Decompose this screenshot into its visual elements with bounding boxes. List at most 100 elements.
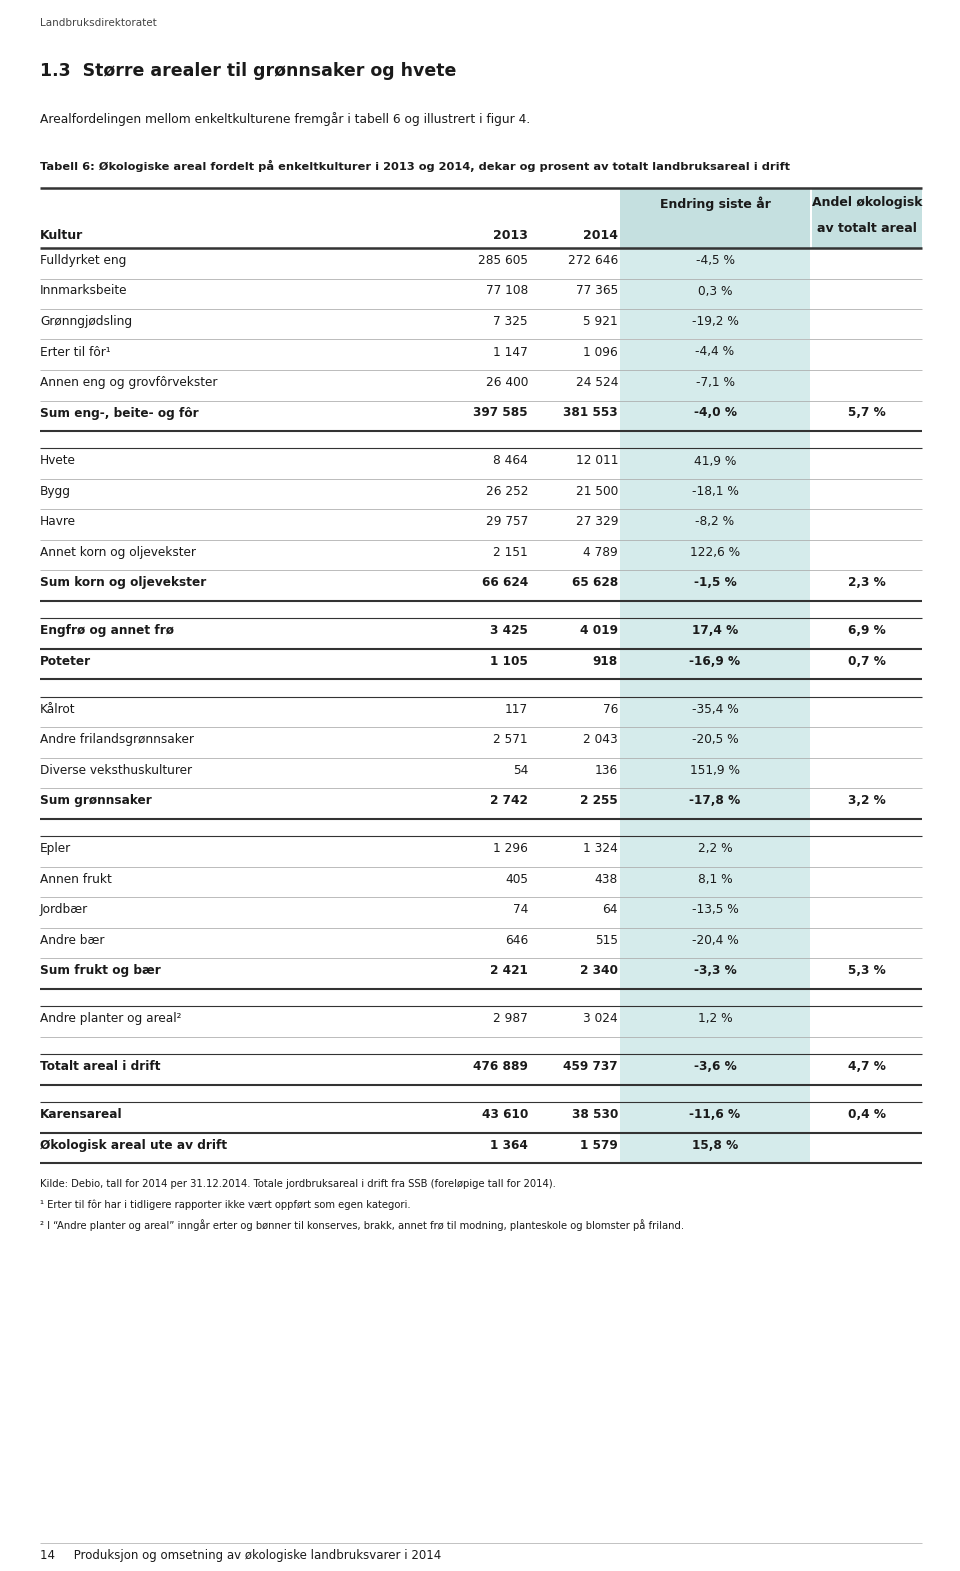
Text: -4,0 %: -4,0 %	[693, 407, 736, 419]
Text: 8,1 %: 8,1 %	[698, 873, 732, 886]
Text: Økologisk areal ute av drift: Økologisk areal ute av drift	[40, 1139, 228, 1152]
Bar	[620, 897, 810, 928]
Text: Poteter: Poteter	[40, 655, 91, 668]
Text: -3,6 %: -3,6 %	[694, 1060, 736, 1073]
Text: ² I “Andre planter og areal” inngår erter og bønner til konserves, brakk, annet : ² I “Andre planter og areal” inngår erte…	[40, 1219, 684, 1232]
Bar	[620, 189, 810, 248]
Text: -4,4 %: -4,4 %	[695, 346, 734, 358]
Text: -3,3 %: -3,3 %	[694, 965, 736, 977]
Bar	[620, 990, 810, 1007]
Text: 1 105: 1 105	[491, 655, 528, 668]
Text: Endring siste år: Endring siste år	[660, 196, 771, 211]
Text: 476 889: 476 889	[473, 1060, 528, 1073]
Text: 77 365: 77 365	[576, 284, 618, 297]
Text: -35,4 %: -35,4 %	[691, 702, 738, 716]
Text: 2 421: 2 421	[491, 965, 528, 977]
Bar	[620, 1133, 810, 1164]
Text: 515: 515	[595, 935, 618, 947]
Text: -20,4 %: -20,4 %	[691, 935, 738, 947]
Text: 74: 74	[513, 903, 528, 916]
Text: 38 530: 38 530	[571, 1109, 618, 1122]
Text: 76: 76	[603, 702, 618, 716]
Text: 26 400: 26 400	[486, 375, 528, 390]
Text: 2 340: 2 340	[580, 965, 618, 977]
Text: Fulldyrket eng: Fulldyrket eng	[40, 255, 127, 267]
Text: -13,5 %: -13,5 %	[691, 903, 738, 916]
Text: 646: 646	[505, 935, 528, 947]
Text: 0,3 %: 0,3 %	[698, 284, 732, 297]
Text: Innmarksbeite: Innmarksbeite	[40, 284, 128, 297]
Text: Andre planter og areal²: Andre planter og areal²	[40, 1012, 181, 1026]
Text: Epler: Epler	[40, 842, 71, 856]
Text: -18,1 %: -18,1 %	[691, 485, 738, 498]
Bar	[620, 371, 810, 401]
Text: Totalt areal i drift: Totalt areal i drift	[40, 1060, 160, 1073]
Bar	[620, 1007, 810, 1037]
Text: 3 024: 3 024	[584, 1012, 618, 1026]
Text: 54: 54	[513, 764, 528, 778]
Text: 8 464: 8 464	[493, 454, 528, 468]
Text: 2 987: 2 987	[493, 1012, 528, 1026]
Text: Kultur: Kultur	[40, 229, 84, 242]
Text: 65 628: 65 628	[572, 577, 618, 589]
Bar	[620, 1086, 810, 1103]
Bar	[620, 727, 810, 757]
Text: Grønngjødsling: Grønngjødsling	[40, 316, 132, 328]
Text: 1 096: 1 096	[584, 346, 618, 358]
Bar	[620, 928, 810, 958]
Text: 7 325: 7 325	[493, 316, 528, 328]
Text: Sum frukt og bær: Sum frukt og bær	[40, 965, 160, 977]
Bar	[620, 1037, 810, 1054]
Text: 27 329: 27 329	[575, 515, 618, 528]
Text: 26 252: 26 252	[486, 485, 528, 498]
Bar	[620, 818, 810, 836]
Text: 1 296: 1 296	[493, 842, 528, 856]
Text: 122,6 %: 122,6 %	[690, 547, 740, 559]
Text: 1,2 %: 1,2 %	[698, 1012, 732, 1026]
Text: 15,8 %: 15,8 %	[692, 1139, 738, 1152]
Text: -19,2 %: -19,2 %	[691, 316, 738, 328]
Bar	[620, 680, 810, 698]
Text: Kålrot: Kålrot	[40, 702, 76, 716]
Text: -7,1 %: -7,1 %	[695, 375, 734, 390]
Bar	[620, 1054, 810, 1086]
Text: 0,7 %: 0,7 %	[848, 655, 886, 668]
Text: 5,3 %: 5,3 %	[848, 965, 886, 977]
Text: 459 737: 459 737	[564, 1060, 618, 1073]
Text: Andre bær: Andre bær	[40, 935, 105, 947]
Text: Sum korn og oljevekster: Sum korn og oljevekster	[40, 577, 206, 589]
Text: 29 757: 29 757	[486, 515, 528, 528]
Text: 14     Produksjon og omsetning av økologiske landbruksvarer i 2014: 14 Produksjon og omsetning av økologiske…	[40, 1549, 442, 1562]
Bar	[620, 619, 810, 649]
Text: 2 151: 2 151	[493, 547, 528, 559]
Bar	[620, 698, 810, 727]
Text: 41,9 %: 41,9 %	[694, 454, 736, 468]
Bar	[620, 401, 810, 430]
Bar	[620, 958, 810, 990]
Text: -17,8 %: -17,8 %	[689, 795, 740, 807]
Text: Andel økologisk: Andel økologisk	[812, 196, 923, 209]
Text: Engfrø og annet frø: Engfrø og annet frø	[40, 625, 174, 638]
Text: 5,7 %: 5,7 %	[848, 407, 886, 419]
Text: 4 789: 4 789	[584, 547, 618, 559]
Bar	[620, 309, 810, 339]
Text: Diverse veksthuskulturer: Diverse veksthuskulturer	[40, 764, 192, 778]
Text: -4,5 %: -4,5 %	[695, 255, 734, 267]
Text: Andre frilandsgrønnsaker: Andre frilandsgrønnsaker	[40, 734, 194, 746]
Text: Karensareal: Karensareal	[40, 1109, 123, 1122]
Text: 64: 64	[603, 903, 618, 916]
Text: 151,9 %: 151,9 %	[690, 764, 740, 778]
Text: 2014: 2014	[583, 229, 618, 242]
Text: 4 019: 4 019	[580, 625, 618, 638]
Text: 2 571: 2 571	[493, 734, 528, 746]
Text: 66 624: 66 624	[482, 577, 528, 589]
Text: 24 524: 24 524	[575, 375, 618, 390]
Text: 4,7 %: 4,7 %	[848, 1060, 886, 1073]
Text: 2 255: 2 255	[580, 795, 618, 807]
Text: -20,5 %: -20,5 %	[692, 734, 738, 746]
Text: 2,2 %: 2,2 %	[698, 842, 732, 856]
Bar	[620, 448, 810, 479]
Text: 43 610: 43 610	[482, 1109, 528, 1122]
Text: 918: 918	[592, 655, 618, 668]
Text: 2 043: 2 043	[584, 734, 618, 746]
